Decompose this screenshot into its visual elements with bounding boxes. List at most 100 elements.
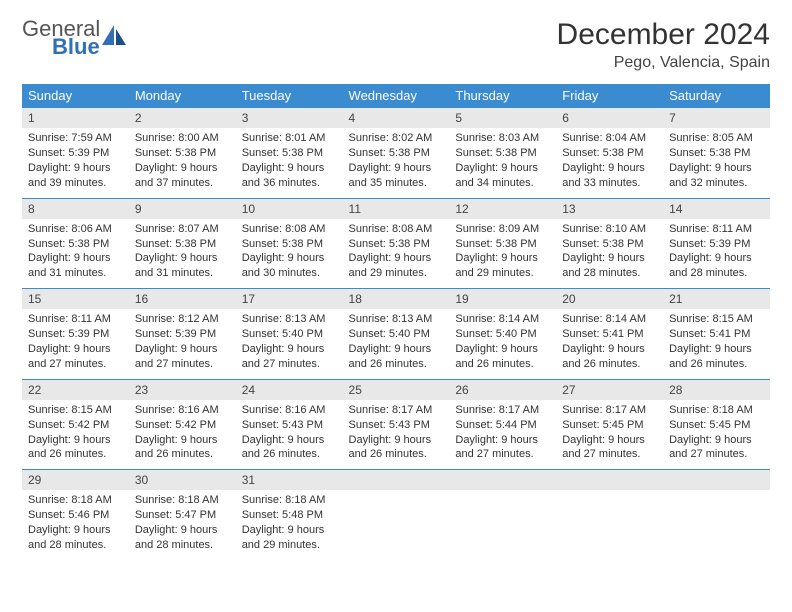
day-body xyxy=(343,490,450,540)
day-body xyxy=(449,490,556,540)
day-body: Sunrise: 8:10 AMSunset: 5:38 PMDaylight:… xyxy=(556,219,663,288)
day-line-sr: Sunrise: 8:13 AM xyxy=(349,312,444,327)
day-line-d2: and 26 minutes. xyxy=(349,447,444,462)
day-line-d2: and 31 minutes. xyxy=(28,266,123,281)
day-number xyxy=(663,469,770,490)
calendar-row: 29Sunrise: 8:18 AMSunset: 5:46 PMDayligh… xyxy=(22,469,770,560)
day-body: Sunrise: 8:00 AMSunset: 5:38 PMDaylight:… xyxy=(129,128,236,197)
day-line-d1: Daylight: 9 hours xyxy=(349,161,444,176)
day-number: 21 xyxy=(663,288,770,309)
calendar-cell: 30Sunrise: 8:18 AMSunset: 5:47 PMDayligh… xyxy=(129,469,236,560)
day-number xyxy=(343,469,450,490)
day-number: 24 xyxy=(236,379,343,400)
day-line-d2: and 26 minutes. xyxy=(562,357,657,372)
day-line-sr: Sunrise: 8:12 AM xyxy=(135,312,230,327)
calendar-cell: 1Sunrise: 7:59 AMSunset: 5:39 PMDaylight… xyxy=(22,107,129,198)
weekday-header: Saturday xyxy=(663,84,770,107)
day-body: Sunrise: 8:18 AMSunset: 5:46 PMDaylight:… xyxy=(22,490,129,559)
day-line-d1: Daylight: 9 hours xyxy=(135,161,230,176)
day-number: 22 xyxy=(22,379,129,400)
day-number: 27 xyxy=(556,379,663,400)
day-line-sr: Sunrise: 8:07 AM xyxy=(135,222,230,237)
weekday-header: Friday xyxy=(556,84,663,107)
day-line-d1: Daylight: 9 hours xyxy=(562,161,657,176)
day-number: 3 xyxy=(236,107,343,128)
calendar-body: 1Sunrise: 7:59 AMSunset: 5:39 PMDaylight… xyxy=(22,107,770,560)
day-number: 29 xyxy=(22,469,129,490)
day-body: Sunrise: 8:15 AMSunset: 5:42 PMDaylight:… xyxy=(22,400,129,469)
day-line-d2: and 26 minutes. xyxy=(135,447,230,462)
day-number: 14 xyxy=(663,198,770,219)
day-body: Sunrise: 8:12 AMSunset: 5:39 PMDaylight:… xyxy=(129,309,236,378)
day-line-d1: Daylight: 9 hours xyxy=(455,342,550,357)
day-body: Sunrise: 8:11 AMSunset: 5:39 PMDaylight:… xyxy=(22,309,129,378)
day-line-sr: Sunrise: 8:17 AM xyxy=(562,403,657,418)
day-line-ss: Sunset: 5:40 PM xyxy=(242,327,337,342)
day-line-ss: Sunset: 5:39 PM xyxy=(135,327,230,342)
day-line-sr: Sunrise: 8:14 AM xyxy=(562,312,657,327)
calendar-cell-empty xyxy=(343,469,450,560)
day-line-ss: Sunset: 5:44 PM xyxy=(455,418,550,433)
day-line-ss: Sunset: 5:38 PM xyxy=(349,146,444,161)
day-body: Sunrise: 8:05 AMSunset: 5:38 PMDaylight:… xyxy=(663,128,770,197)
calendar-cell: 15Sunrise: 8:11 AMSunset: 5:39 PMDayligh… xyxy=(22,288,129,379)
day-line-d1: Daylight: 9 hours xyxy=(349,251,444,266)
day-line-d1: Daylight: 9 hours xyxy=(28,251,123,266)
day-line-ss: Sunset: 5:48 PM xyxy=(242,508,337,523)
calendar-row: 15Sunrise: 8:11 AMSunset: 5:39 PMDayligh… xyxy=(22,288,770,379)
logo-text: General Blue xyxy=(22,18,100,58)
weekday-header: Tuesday xyxy=(236,84,343,107)
calendar-cell: 28Sunrise: 8:18 AMSunset: 5:45 PMDayligh… xyxy=(663,379,770,470)
calendar-cell: 12Sunrise: 8:09 AMSunset: 5:38 PMDayligh… xyxy=(449,198,556,289)
page-title: December 2024 xyxy=(557,18,770,52)
calendar-row: 22Sunrise: 8:15 AMSunset: 5:42 PMDayligh… xyxy=(22,379,770,470)
day-number: 8 xyxy=(22,198,129,219)
day-body: Sunrise: 8:13 AMSunset: 5:40 PMDaylight:… xyxy=(343,309,450,378)
calendar-cell: 14Sunrise: 8:11 AMSunset: 5:39 PMDayligh… xyxy=(663,198,770,289)
location-subtitle: Pego, Valencia, Spain xyxy=(557,54,770,72)
day-line-d1: Daylight: 9 hours xyxy=(242,433,337,448)
day-body: Sunrise: 8:08 AMSunset: 5:38 PMDaylight:… xyxy=(236,219,343,288)
day-line-sr: Sunrise: 8:00 AM xyxy=(135,131,230,146)
day-line-ss: Sunset: 5:41 PM xyxy=(562,327,657,342)
day-line-d1: Daylight: 9 hours xyxy=(135,342,230,357)
calendar-table: SundayMondayTuesdayWednesdayThursdayFrid… xyxy=(22,84,770,560)
day-line-d1: Daylight: 9 hours xyxy=(455,433,550,448)
day-line-d2: and 27 minutes. xyxy=(562,447,657,462)
day-number: 9 xyxy=(129,198,236,219)
calendar-cell: 9Sunrise: 8:07 AMSunset: 5:38 PMDaylight… xyxy=(129,198,236,289)
day-line-d2: and 39 minutes. xyxy=(28,176,123,191)
day-line-sr: Sunrise: 8:11 AM xyxy=(28,312,123,327)
day-line-ss: Sunset: 5:39 PM xyxy=(28,146,123,161)
day-line-d1: Daylight: 9 hours xyxy=(135,433,230,448)
day-body: Sunrise: 8:11 AMSunset: 5:39 PMDaylight:… xyxy=(663,219,770,288)
calendar-cell: 26Sunrise: 8:17 AMSunset: 5:44 PMDayligh… xyxy=(449,379,556,470)
calendar-cell: 25Sunrise: 8:17 AMSunset: 5:43 PMDayligh… xyxy=(343,379,450,470)
day-line-sr: Sunrise: 8:17 AM xyxy=(455,403,550,418)
day-body: Sunrise: 8:18 AMSunset: 5:45 PMDaylight:… xyxy=(663,400,770,469)
day-number: 13 xyxy=(556,198,663,219)
day-body: Sunrise: 8:18 AMSunset: 5:47 PMDaylight:… xyxy=(129,490,236,559)
calendar-cell: 23Sunrise: 8:16 AMSunset: 5:42 PMDayligh… xyxy=(129,379,236,470)
day-number: 28 xyxy=(663,379,770,400)
calendar-cell: 8Sunrise: 8:06 AMSunset: 5:38 PMDaylight… xyxy=(22,198,129,289)
day-number: 11 xyxy=(343,198,450,219)
day-number: 20 xyxy=(556,288,663,309)
day-line-d1: Daylight: 9 hours xyxy=(562,433,657,448)
day-line-ss: Sunset: 5:38 PM xyxy=(562,146,657,161)
day-line-d2: and 26 minutes. xyxy=(349,357,444,372)
day-line-d1: Daylight: 9 hours xyxy=(135,251,230,266)
day-line-d2: and 31 minutes. xyxy=(135,266,230,281)
day-line-ss: Sunset: 5:47 PM xyxy=(135,508,230,523)
day-line-ss: Sunset: 5:39 PM xyxy=(669,237,764,252)
title-block: December 2024 Pego, Valencia, Spain xyxy=(557,18,770,72)
day-number: 15 xyxy=(22,288,129,309)
day-number: 23 xyxy=(129,379,236,400)
day-line-sr: Sunrise: 8:13 AM xyxy=(242,312,337,327)
day-number: 30 xyxy=(129,469,236,490)
day-body: Sunrise: 7:59 AMSunset: 5:39 PMDaylight:… xyxy=(22,128,129,197)
calendar-cell: 2Sunrise: 8:00 AMSunset: 5:38 PMDaylight… xyxy=(129,107,236,198)
day-line-d2: and 27 minutes. xyxy=(242,357,337,372)
day-line-sr: Sunrise: 8:06 AM xyxy=(28,222,123,237)
day-line-sr: Sunrise: 8:05 AM xyxy=(669,131,764,146)
